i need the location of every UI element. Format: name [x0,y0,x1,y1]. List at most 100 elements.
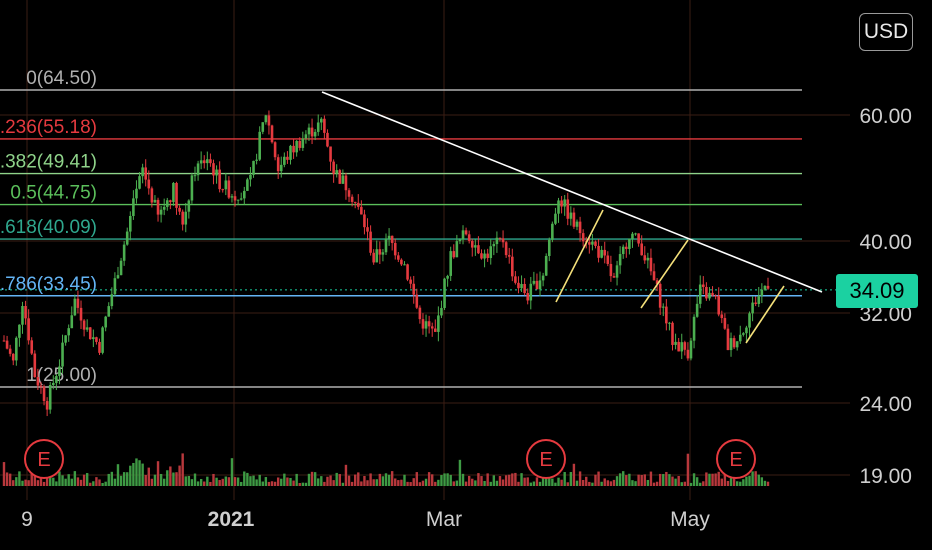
volume-bar [708,473,711,486]
trendline [321,91,823,293]
volume-bar [483,480,486,486]
volume-bar [415,472,419,486]
volume-bar [116,464,120,486]
candle-body [98,341,101,353]
volume-bar [85,473,89,486]
fib-label: 0.382(49.41) [0,152,97,173]
volume-bar [276,477,280,486]
candle-body [230,196,234,198]
volume-bar [323,481,326,486]
volume-bar [702,481,705,486]
volume-bar [751,471,754,486]
candle-body [107,306,111,317]
volume-bar [169,466,172,486]
candle-body [255,159,258,161]
volume-bar [378,473,382,486]
candle-body [384,238,388,253]
candle-body [236,199,240,201]
candle-body [661,306,665,308]
candle-body [335,170,339,174]
volume-bar [569,472,573,486]
candle-body [347,190,351,197]
volume-bar [455,480,459,486]
volume-bar [375,479,378,486]
volume-bar [443,473,446,486]
candle-body [689,340,693,359]
candle-body [680,342,684,352]
x-tick-label: May [670,508,710,531]
candle-body [178,207,181,212]
candle-body [603,249,607,256]
candle-body [344,175,348,191]
candle-body [575,221,579,227]
candle-body [320,118,323,123]
candle-body [378,249,382,255]
candlesticks [2,110,770,417]
volume-bar [280,478,283,486]
candle-body [507,255,511,257]
volume-bar [307,473,311,486]
volume-bar [504,475,508,486]
volume-bar [184,476,187,486]
volume-bar [449,474,452,486]
volume-bar [742,479,745,486]
volume-bar [363,476,366,486]
currency-button[interactable]: USD [859,13,913,51]
candle-body [597,245,600,258]
volume-bar [341,482,345,486]
volume-bar [766,481,770,486]
candle-body [489,246,493,259]
candle-body [227,180,231,198]
candle-body [566,199,570,219]
volume-bar [523,477,526,486]
candle-body [486,253,489,259]
price-axis: 60.00 40.00 32.00 24.00 19.00 [859,105,912,488]
candle-body [686,349,690,359]
candle-body [437,315,440,332]
volume-bar [178,465,181,486]
volume-bar [409,482,412,486]
candle-body [165,200,169,207]
candle-body [735,341,739,348]
volume-bar [42,481,46,486]
candle-body [67,328,70,336]
candle-body [514,276,517,283]
candle-body [424,321,428,329]
volume-bar [5,472,9,486]
volume-bar [406,481,409,486]
earnings-marker-label: E [729,449,742,471]
candle-body [421,319,425,329]
candle-body [21,306,24,325]
candle-body [606,255,610,264]
candle-body [511,256,514,277]
volume-bar [735,481,739,486]
volume-bar [190,479,194,486]
candle-body [193,175,197,177]
candle-body [745,327,748,334]
candle-body [233,196,237,201]
candle-body [400,259,403,265]
volume-bar [360,481,363,486]
earnings-marker-label: E [539,449,552,471]
candle-body [763,285,767,290]
candle-body [766,285,770,289]
volume-bar [243,471,246,486]
candle-body [446,275,449,279]
candle-body [261,122,265,132]
candle-body [150,188,154,203]
volume-bar [665,471,668,486]
volume-bar [73,471,77,486]
candle-body [467,234,471,241]
volume-bar [397,480,400,486]
candle-body [480,253,483,259]
volume-bar [138,460,141,486]
candle-body [526,293,530,301]
candle-body [267,115,271,126]
candle-body [708,292,711,299]
candle-body [323,118,326,133]
candle-body [501,238,505,243]
candle-body [82,320,86,330]
volume-bar [714,473,717,486]
candle-body [279,164,283,172]
